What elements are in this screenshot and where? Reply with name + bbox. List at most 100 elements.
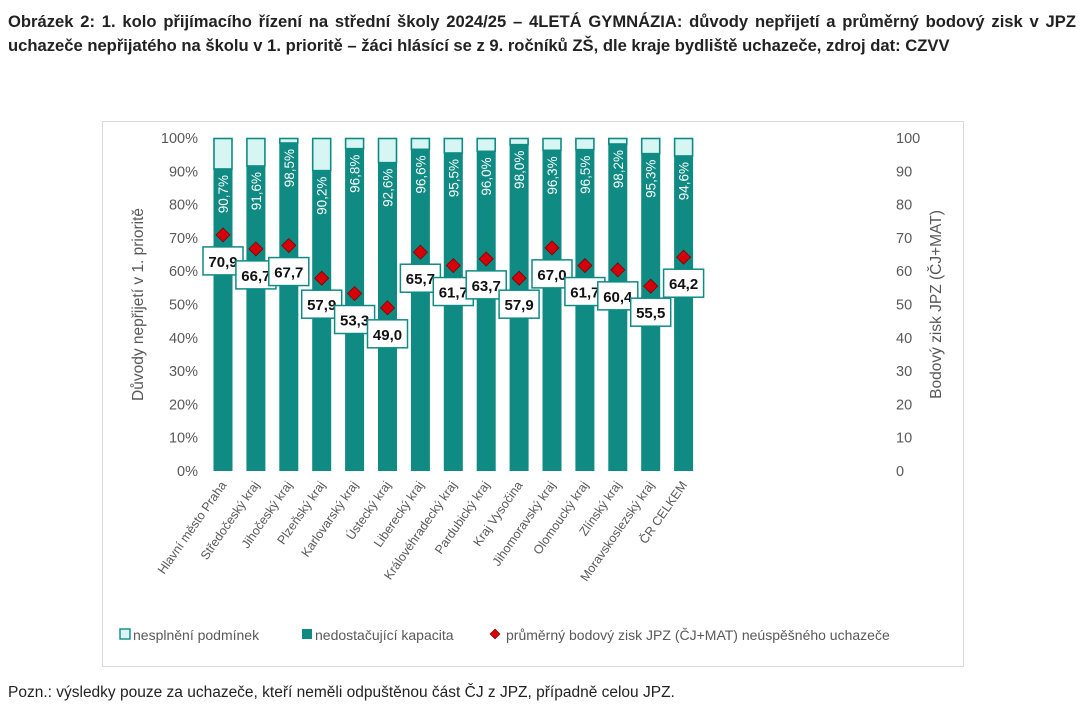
score-marker [643,278,659,294]
bar-segment-conditions [213,137,233,170]
bar-data-label: 98,0% [512,151,527,189]
score-label-box [629,297,672,327]
bar-segment-capacity [674,155,694,471]
y2-tick-label: 40 [896,331,912,347]
score-marker [281,237,297,254]
score-marker [445,257,461,274]
y-tick-label: 40% [169,331,198,347]
score-data-label: 65,7 [406,271,435,288]
y-tick-label: 0% [177,464,198,480]
score-marker [676,249,692,265]
score-data-label: 67,0 [537,267,566,284]
y2-tick-label: 80 [896,198,912,214]
bar-segment-conditions [542,137,562,152]
bar-data-label: 98,5% [282,149,297,187]
score-marker [511,270,527,286]
legend-label-conditions: nesplnění podmínek [133,627,260,643]
bar-segment-conditions [443,137,464,154]
bar-data-label: 91,6% [249,172,264,210]
bar-segment-capacity [312,170,332,471]
bar-segment-conditions [344,137,365,150]
score-marker [379,300,396,316]
y-tick-label: 100% [161,131,198,147]
bar-data-label: 96,5% [578,156,593,194]
y2-tick-label: 20 [896,397,912,413]
score-marker [347,285,363,302]
score-data-label: 63,7 [472,278,501,295]
y2-axis-title: Bodový zisk JPZ (ČJ+MAT) [928,210,945,399]
bar-data-label: 96,8% [348,155,363,193]
footnote: Pozn.: výsledky pouze za uchazeče, kteří… [8,684,675,701]
bar-segment-capacity [213,168,233,471]
score-data-label: 57,9 [504,297,533,314]
score-data-label: 57,9 [307,297,336,314]
bar-segment-conditions [476,137,497,153]
bar-data-label: 96,3% [545,156,560,194]
legend-label-score: průměrný bodový zisk JPZ (ČJ+MAT) neúspě… [506,627,890,643]
y-tick-label: 80% [169,198,198,214]
score-label-box [268,256,310,287]
score-data-label: 67,7 [274,265,303,282]
score-data-label: 66,7 [241,268,270,285]
score-data-label: 55,5 [636,305,665,322]
chart-frame: 0% 10% 20% 30% 40% 50% 60% 70% 80% 90% 100% 0 10 20 30… [102,121,964,667]
bar-segment-conditions [509,137,529,146]
bar-segment-capacity [542,150,562,472]
y2-tick-label: 10 [896,431,912,447]
bar-segment-conditions [246,137,266,167]
score-label-box [662,268,705,298]
bar-segment-capacity [443,152,463,472]
bar-data-label: 92,6% [381,169,396,207]
y-tick-label: 70% [169,231,198,247]
bar-data-label: 96,6% [413,155,428,193]
y-tick-label: 50% [169,298,198,314]
bar-segment-conditions [673,137,694,157]
bar-data-label: 96,0% [479,157,494,195]
y-tick-label: 60% [169,264,198,280]
score-data-label: 53,3 [340,313,369,330]
score-data-label: 64,2 [669,276,698,293]
bar-segment-conditions [410,137,431,151]
bar-data-label: 94,6% [677,162,692,200]
bar-data-label: 90,2% [315,177,330,215]
bar-segment-conditions [311,137,332,172]
bar-segment-capacity [378,162,397,471]
score-marker [412,244,428,260]
score-data-label: 70,9 [208,254,237,271]
score-data-label: 61,7 [570,285,599,302]
score-marker [544,240,560,256]
score-data-label: 49,0 [373,327,402,344]
y-tick-label: 10% [169,431,198,447]
y-tick-label: 90% [169,164,198,180]
score-label-box [498,289,540,319]
score-marker [215,227,231,243]
bar-segment-capacity [410,149,430,471]
score-marker [478,251,494,267]
bar-segment-capacity [279,142,299,471]
score-marker [314,270,330,286]
bar-segment-conditions [607,137,628,145]
bar-segment-conditions [640,137,661,155]
bar-segment-capacity [476,151,496,471]
score-marker [577,257,593,274]
legend-label-capacity: nedostačující kapacita [315,627,454,643]
y2-tick-label: 70 [896,231,912,247]
y2-tick-label: 30 [896,364,912,380]
category-label: Středočeský kraj [198,479,262,563]
score-data-label: 61,7 [439,285,468,302]
y2-tick-label: 90 [896,164,912,180]
bar-data-label: 90,7% [216,175,231,213]
bar-segment-capacity [246,165,266,472]
legend-swatch-capacity [302,629,312,639]
stacked-bar-chart: 0% 10% 20% 30% 40% 50% 60% 70% 80% 90% 100% 0 10 20 30… [119,131,945,643]
score-marker [610,262,626,278]
bar-data-label: 98,2% [611,150,626,188]
bar-data-label: 95,5% [446,159,461,197]
figure-caption: Obrázek 2: 1. kolo přijímacího řízení na… [8,12,1076,55]
bar-segment-conditions [279,137,299,144]
y2-tick-label: 100 [896,131,920,147]
y2-tick-label: 50 [896,298,912,314]
y2-tick-label: 0 [896,464,904,480]
score-data-label: 60,4 [603,289,633,306]
bar-segment-conditions [377,137,398,164]
